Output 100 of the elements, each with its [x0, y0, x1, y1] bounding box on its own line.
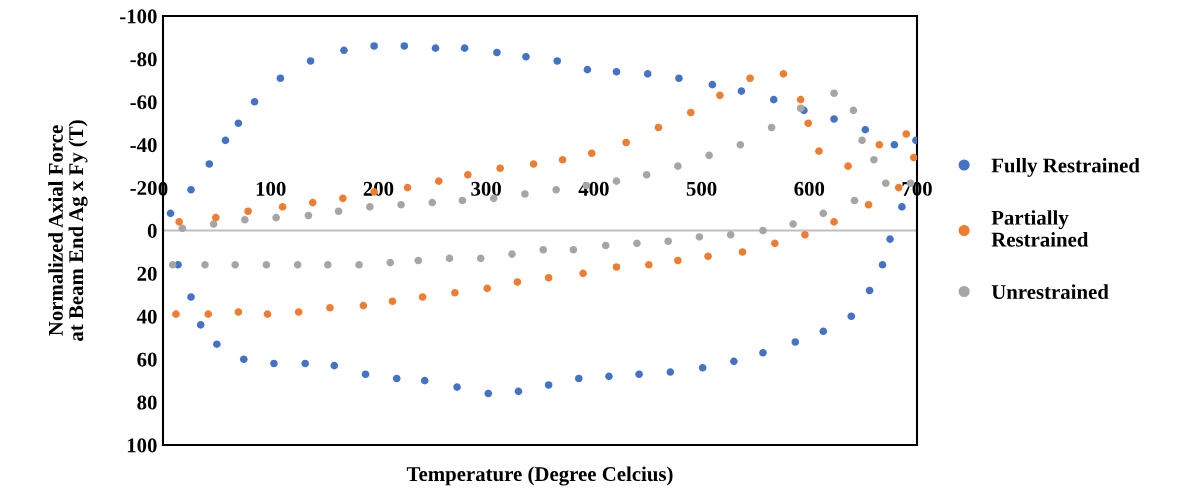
point — [301, 359, 309, 368]
point — [178, 224, 187, 233]
point — [875, 140, 884, 149]
point — [221, 136, 230, 145]
point — [234, 308, 243, 316]
point — [234, 119, 243, 128]
x-axis-title: Temperature (Degree Celcius) — [406, 466, 673, 486]
point — [434, 177, 443, 185]
point — [272, 213, 280, 222]
point — [168, 261, 177, 269]
point — [476, 254, 485, 263]
point — [324, 261, 332, 269]
point — [819, 209, 828, 218]
point — [278, 203, 287, 211]
point — [355, 261, 363, 269]
point — [759, 348, 767, 357]
point — [339, 194, 347, 203]
point — [521, 190, 529, 198]
point — [370, 42, 378, 50]
point — [484, 389, 493, 398]
point — [166, 209, 175, 218]
point — [496, 164, 504, 173]
point — [605, 372, 613, 381]
point — [695, 233, 704, 241]
x-tick-label: 100 — [256, 181, 286, 196]
point — [635, 370, 643, 379]
point — [213, 340, 221, 348]
point — [726, 230, 735, 239]
point — [513, 278, 522, 286]
point — [687, 108, 695, 117]
point — [493, 48, 501, 57]
point — [878, 261, 887, 269]
point — [730, 357, 738, 366]
point — [400, 42, 409, 50]
point — [612, 67, 621, 76]
point — [508, 250, 516, 258]
point — [241, 215, 249, 224]
point — [187, 293, 195, 301]
point — [414, 256, 423, 265]
point — [819, 327, 828, 336]
point — [736, 140, 745, 149]
point — [705, 151, 713, 160]
point — [587, 149, 596, 158]
point — [263, 310, 272, 318]
point — [569, 246, 578, 254]
point — [431, 44, 440, 52]
point — [737, 87, 746, 95]
point — [698, 363, 707, 372]
point — [201, 261, 209, 269]
point — [612, 177, 621, 185]
point — [791, 338, 800, 346]
point — [769, 95, 778, 104]
point — [366, 203, 374, 211]
point — [909, 153, 917, 162]
point — [544, 273, 553, 282]
y-axis-title: Normalized Axial Force at Beam End Ag x Fy (T) — [48, 120, 88, 341]
point — [771, 239, 779, 248]
point — [340, 46, 348, 55]
legend-label: Partially Restrained — [991, 210, 1089, 247]
point — [250, 98, 259, 106]
point — [552, 185, 560, 194]
point — [849, 106, 858, 115]
point — [643, 70, 652, 78]
point — [420, 376, 429, 385]
y-tick-label: 20 — [137, 266, 157, 281]
point — [674, 256, 682, 265]
point — [612, 263, 621, 271]
point — [539, 246, 548, 254]
point — [458, 196, 467, 205]
point — [451, 288, 459, 297]
point — [633, 239, 641, 248]
point — [553, 57, 562, 65]
point — [886, 235, 894, 243]
point — [294, 308, 303, 316]
y-tick-label: 40 — [136, 309, 157, 324]
point — [716, 91, 724, 100]
point — [858, 136, 866, 145]
point — [231, 261, 239, 269]
point — [767, 123, 776, 132]
point — [196, 321, 205, 329]
point — [392, 374, 401, 383]
point — [654, 123, 663, 132]
point — [789, 220, 797, 228]
point — [890, 140, 899, 149]
point — [796, 104, 805, 113]
point — [674, 162, 682, 170]
point — [308, 198, 317, 207]
point — [359, 301, 368, 310]
point — [361, 370, 370, 379]
point — [864, 200, 873, 209]
point — [262, 261, 271, 269]
y-tick-label: 0 — [147, 223, 157, 238]
point — [830, 218, 838, 226]
point — [483, 284, 492, 293]
point — [830, 115, 838, 123]
y-tick-label: -80 — [130, 52, 157, 67]
point — [830, 89, 838, 98]
y-tick-label: 80 — [137, 395, 157, 410]
point — [209, 220, 218, 228]
point — [804, 119, 813, 128]
